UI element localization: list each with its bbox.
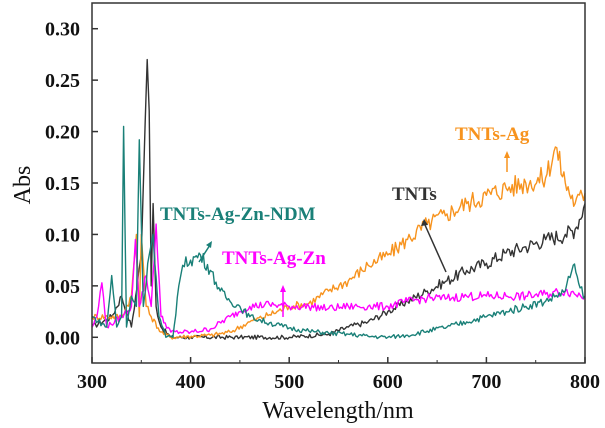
annotations: TNTs-Ag TNTs TNTs-Ag-Zn-NDM TNTs-Ag-Zn <box>160 124 530 317</box>
arrowhead-tnts-ag <box>504 151 510 158</box>
arrow-tnts <box>424 224 447 273</box>
series-line-tnts-ag-zn-ndm <box>91 125 586 340</box>
x-tick-label: 500 <box>274 371 304 393</box>
annotation-tnts: TNTs <box>392 184 437 205</box>
y-axis-label: Abs <box>10 166 36 205</box>
annotation-tnts-ag-zn: TNTs-Ag-Zn <box>222 248 326 269</box>
y-tick-label: 0.30 <box>45 19 80 41</box>
x-tick-label: 300 <box>77 371 107 393</box>
series-line-tnts-ag-zn <box>91 223 586 335</box>
arrowhead-tnts-ag-zn <box>280 285 286 292</box>
annotation-tnts-ag-zn-ndm: TNTs-Ag-Zn-NDM <box>160 204 316 225</box>
y-tick-label: 0.05 <box>45 276 80 298</box>
y-tick-label: 0.25 <box>45 70 80 92</box>
y-axis: 0.00 0.05 0.10 0.15 0.20 0.25 0.30 <box>45 19 98 349</box>
arrow-tnts-ag-zn-ndm <box>198 244 211 263</box>
y-tick-label: 0.20 <box>45 122 80 144</box>
x-tick-label: 700 <box>471 371 501 393</box>
arrowhead-tnts <box>421 219 428 226</box>
x-tick-label: 400 <box>176 371 206 393</box>
annotation-tnts-ag: TNTs-Ag <box>455 124 530 145</box>
x-tick-label: 600 <box>373 371 403 393</box>
x-axis: 300 400 500 600 700 800 <box>77 357 600 393</box>
y-tick-label: 0.15 <box>45 173 80 195</box>
arrowhead-tnts-ag-zn-ndm <box>206 241 212 248</box>
series-line-tnts-ag <box>91 146 586 340</box>
x-axis-label: Wavelength/nm <box>262 398 414 424</box>
series-layer <box>91 58 586 340</box>
x-tick-label: 800 <box>570 371 600 393</box>
y-tick-label: 0.10 <box>45 224 80 246</box>
y-tick-label: 0.00 <box>45 327 80 349</box>
